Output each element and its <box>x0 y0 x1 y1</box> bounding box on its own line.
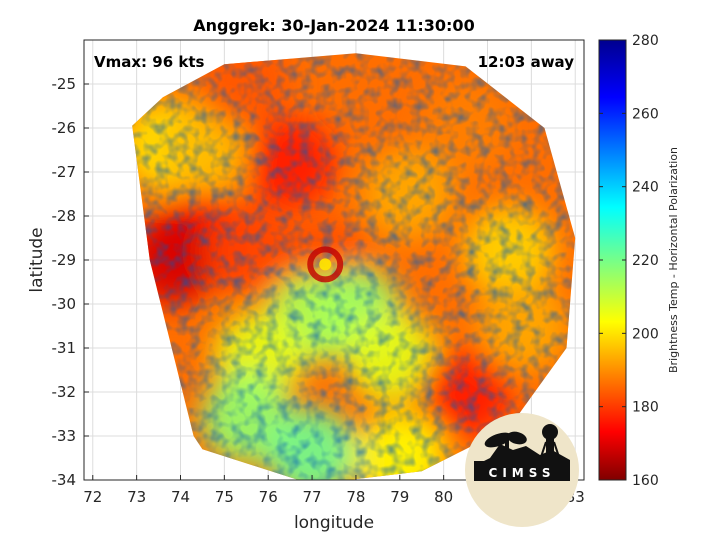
y-tick-label: -32 <box>52 383 77 401</box>
x-tick-label: 76 <box>259 488 278 506</box>
colorbar-tick-label: 180 <box>632 400 659 416</box>
cimss-logo: CIMSS <box>465 413 579 527</box>
y-tick-label: -26 <box>52 119 77 137</box>
vmax-annotation: Vmax: 96 kts <box>94 53 204 71</box>
colorbar-ticks: 160 180 200 220 240 260 280 <box>599 33 659 489</box>
y-tick-label: -33 <box>52 427 77 445</box>
x-tick-label: 75 <box>215 488 234 506</box>
storm-eye <box>307 246 344 283</box>
y-tick-label: -27 <box>52 163 77 181</box>
colorbar-tick-label: 240 <box>632 180 659 196</box>
x-tick-label: 80 <box>434 488 453 506</box>
y-tick-label: -30 <box>52 295 77 313</box>
x-tick-label: 73 <box>127 488 146 506</box>
x-axis-title: longitude <box>294 513 374 533</box>
y-tick-label: -34 <box>52 471 77 489</box>
eyewall-ring <box>307 246 344 283</box>
x-tick-label: 74 <box>171 488 190 506</box>
chart-title: Anggrek: 30-Jan-2024 11:30:00 <box>193 16 474 35</box>
colorbar-tick-label: 160 <box>632 473 659 489</box>
colorbar: 160 180 200 220 240 260 280 Brightness Temp - … <box>598 33 680 489</box>
colorbar-tick-label: 260 <box>632 106 659 122</box>
colorbar-tick-label: 280 <box>632 33 659 49</box>
y-tick-label: -31 <box>52 339 77 357</box>
time-away-annotation: 12:03 away <box>478 53 575 71</box>
y-axis-title: latitude <box>27 227 47 292</box>
eye-center <box>319 258 332 271</box>
colorbar-title: Brightness Temp - Horizontal Polarizatio… <box>667 147 680 373</box>
colorbar-gradient <box>598 39 627 481</box>
swath-texture <box>132 53 576 480</box>
y-axis-ticks: -25 -26 -27 -28 -29 -30 -31 -32 -33 -34 <box>52 75 89 489</box>
x-tick-label: 77 <box>303 488 322 506</box>
colorbar-tick-label: 220 <box>632 253 659 269</box>
y-tick-label: -25 <box>52 75 77 93</box>
colorbar-tick-label: 200 <box>632 326 659 342</box>
x-tick-label: 78 <box>346 488 365 506</box>
x-tick-label: 79 <box>390 488 409 506</box>
x-tick-label: 72 <box>83 488 102 506</box>
y-tick-label: -29 <box>52 251 77 269</box>
y-tick-label: -28 <box>52 207 77 225</box>
cimss-logo-text: CIMSS <box>489 466 556 480</box>
brightness-temp-swath <box>132 53 576 480</box>
